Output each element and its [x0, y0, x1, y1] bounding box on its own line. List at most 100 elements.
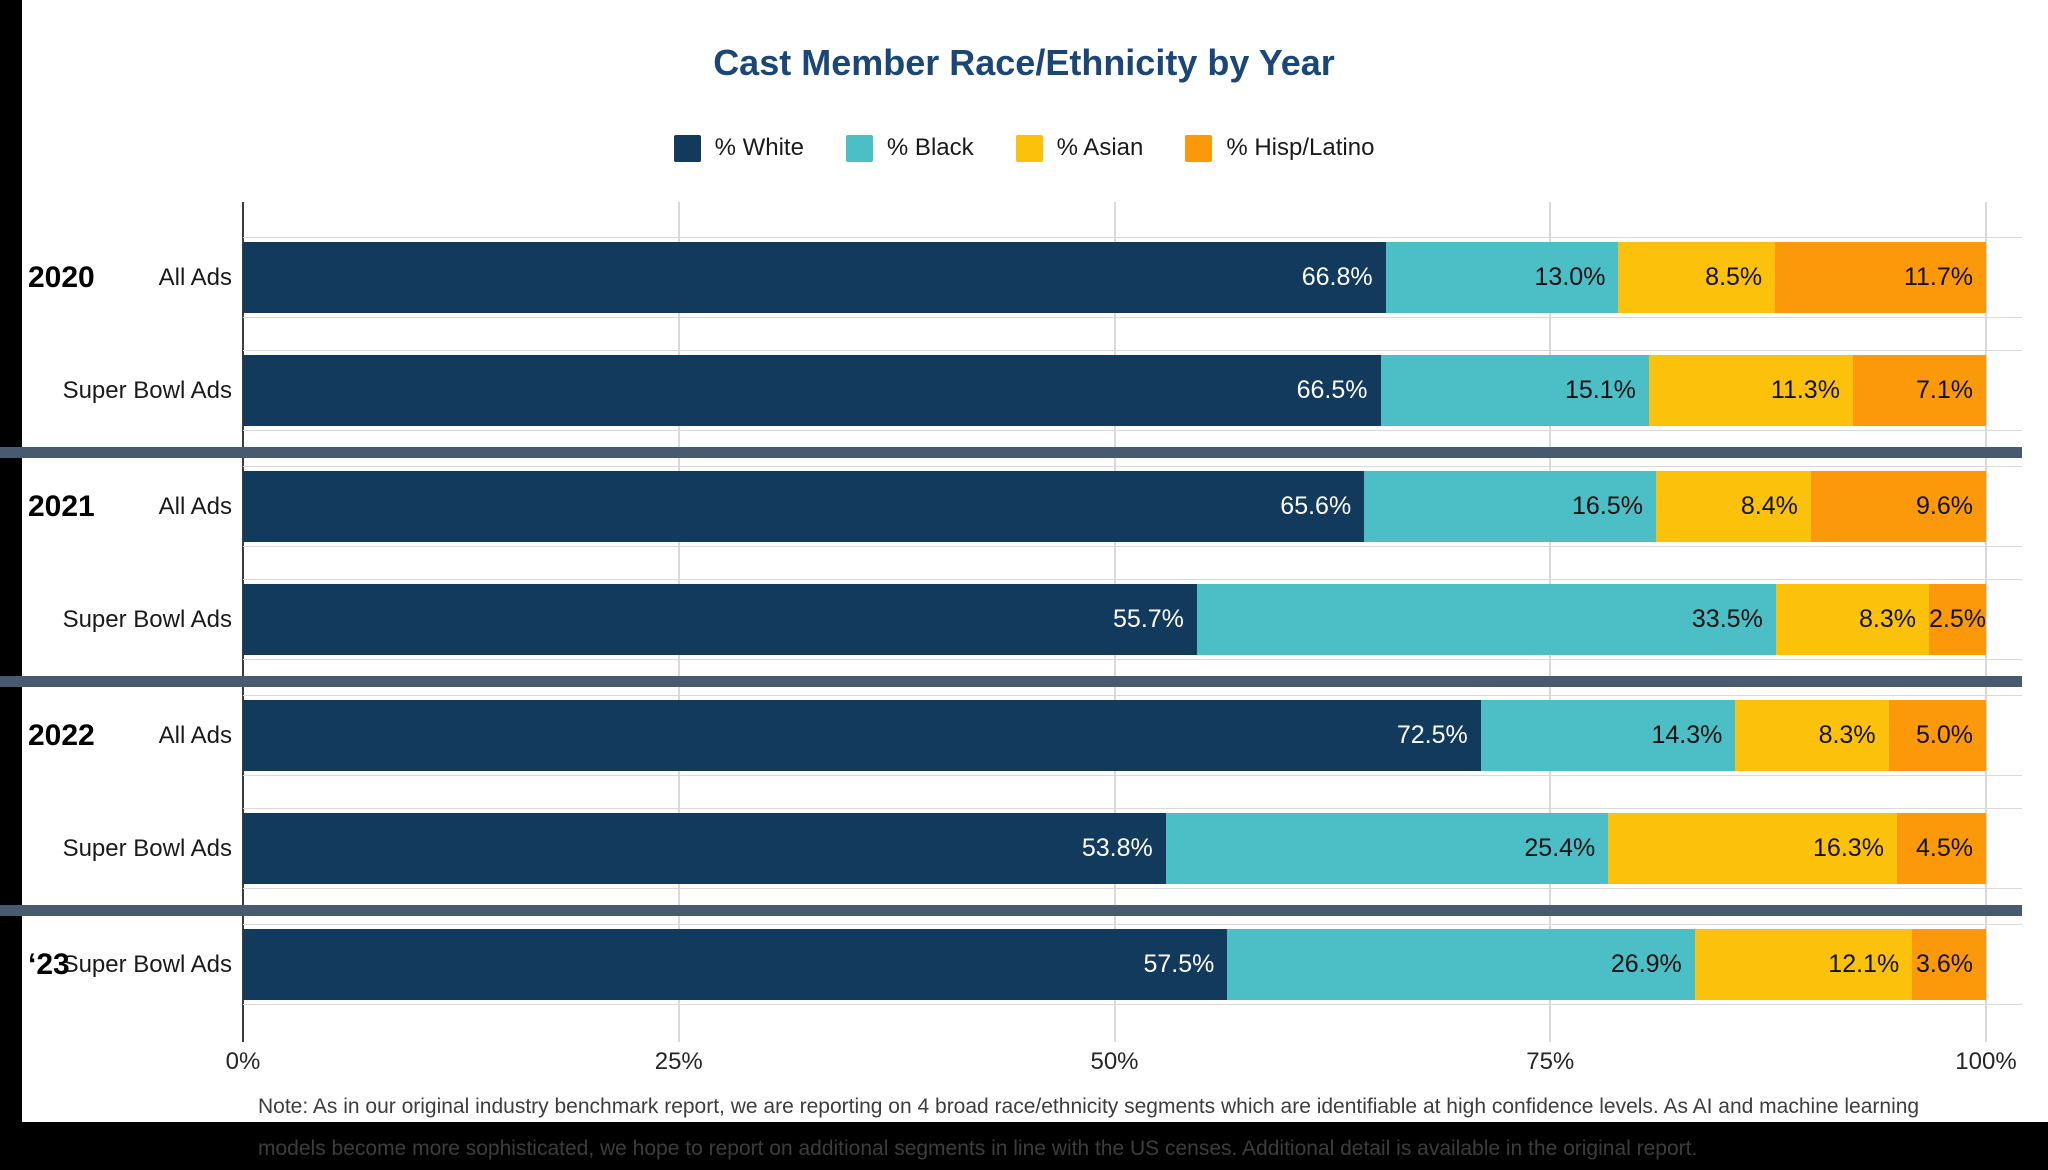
bar-value-label: 11.7% [1903, 263, 1973, 291]
row-label: Super Bowl Ads [0, 579, 243, 660]
bar-segment-hisp-latino: 11.7% [1775, 242, 1986, 313]
chart-row: Super Bowl Ads 55.7% 33.5% 8.3% 2.5% [0, 579, 2048, 660]
row-label: ‘23 Super Bowl Ads [0, 924, 243, 1005]
chart-row: 2020 All Ads 66.8% 13.0% 8.5% 11.7% [0, 237, 2048, 318]
chart-row: Super Bowl Ads 66.5% 15.1% 11.3% 7.1% [0, 350, 2048, 431]
bar-value-label: 72.5% [1396, 721, 1468, 749]
x-axis-tick-label: 0% [225, 1048, 261, 1075]
bar-segment-asian: 8.5% [1618, 242, 1776, 313]
bar-segment-white: 65.6% [243, 471, 1365, 542]
x-axis-tick-label: 75% [1526, 1048, 1575, 1075]
bar-segment-asian: 11.3% [1648, 355, 1853, 426]
bar-value-label: 16.3% [1813, 834, 1884, 862]
bar-value-label: 25.4% [1524, 834, 1596, 862]
row-plot-area: 66.5% 15.1% 11.3% 7.1% [243, 350, 2022, 431]
bar-segment-white: 72.5% [243, 700, 1481, 771]
bar-value-label: 14.3% [1651, 721, 1723, 749]
bar-value-label: 12.1% [1828, 950, 1900, 978]
bar-segment-hisp-latino: 9.6% [1810, 471, 1986, 542]
bar-segment-hisp-latino: 5.0% [1888, 700, 1987, 771]
row-plot-area: 72.5% 14.3% 8.3% 5.0% [243, 695, 2022, 776]
group-divider [0, 676, 2022, 687]
bar-value-label: 9.6% [1916, 492, 1973, 520]
bar-segment-black: 14.3% [1480, 700, 1736, 771]
bar-segment-white: 57.5% [243, 929, 1228, 1000]
left-black-strip [0, 0, 22, 1170]
category-label: Super Bowl Ads [62, 834, 232, 862]
bar-segment-white: 66.8% [243, 242, 1386, 313]
bar-value-label: 13.0% [1534, 263, 1606, 291]
bar-segment-asian: 12.1% [1694, 929, 1913, 1000]
row-label: Super Bowl Ads [0, 808, 243, 889]
legend-swatch-icon-black [845, 134, 873, 162]
bar-value-label: 26.9% [1610, 950, 1682, 978]
bar-segment-hisp-latino: 7.1% [1852, 355, 1986, 426]
legend: % White % Black % Asian % Hisp/Latino [0, 134, 2048, 162]
bar-segment-asian: 16.3% [1608, 813, 1897, 884]
x-axis-tick-label: 100% [1955, 1048, 2017, 1075]
bar-segment-hisp-latino: 4.5% [1896, 813, 1987, 884]
gridline-100 [1985, 202, 1987, 1042]
bar-value-label: 3.6% [1916, 950, 1973, 978]
bar-value-label: 66.8% [1301, 263, 1373, 291]
category-label: All Ads [158, 263, 232, 291]
chart-row: 2022 All Ads 72.5% 14.3% 8.3% 5.0% [0, 695, 2048, 776]
bar-segment-white: 53.8% [243, 813, 1166, 884]
row-plot-area: 65.6% 16.5% 8.4% 9.6% [243, 466, 2022, 547]
group-divider [0, 905, 2022, 916]
bar-value-label: 33.5% [1691, 605, 1763, 633]
stacked-bar: 53.8% 25.4% 16.3% 4.5% [243, 813, 1987, 884]
bar-value-label: 15.1% [1564, 376, 1636, 404]
bar-value-label: 11.3% [1770, 376, 1840, 404]
bar-value-label: 4.5% [1916, 834, 1974, 862]
bar-segment-asian: 8.4% [1655, 471, 1811, 542]
bar-segment-black: 13.0% [1385, 242, 1619, 313]
bar-segment-black: 25.4% [1165, 813, 1609, 884]
bar-value-label: 55.7% [1113, 605, 1184, 633]
row-label: 2020 All Ads [0, 237, 243, 318]
bar-value-label: 8.4% [1740, 492, 1798, 520]
bar-value-label: 53.8% [1081, 834, 1153, 862]
year-label: 2021 [28, 489, 95, 523]
bar-segment-black: 33.5% [1196, 584, 1776, 655]
row-plot-area: 57.5% 26.9% 12.1% 3.6% [243, 924, 2022, 1005]
stacked-bar: 55.7% 33.5% 8.3% 2.5% [243, 584, 1986, 655]
chart-rows: 2020 All Ads 66.8% 13.0% 8.5% 11.7% Super B… [0, 237, 2048, 1005]
bar-value-label: 8.5% [1705, 263, 1763, 291]
bar-segment-hisp-latino: 3.6% [1912, 929, 1986, 1000]
year-label: 2020 [28, 260, 95, 294]
bar-segment-hisp-latino: 2.5% [1929, 584, 1986, 655]
legend-item: % Hisp/Latino [1185, 134, 1374, 162]
legend-label: % Asian [1056, 134, 1144, 161]
category-label: All Ads [158, 492, 232, 520]
bar-segment-black: 26.9% [1227, 929, 1695, 1000]
chart-row: ‘23 Super Bowl Ads 57.5% 26.9% 12.1% 3.6% [0, 924, 2048, 1005]
row-plot-area: 66.8% 13.0% 8.5% 11.7% [243, 237, 2022, 318]
stacked-bar: 65.6% 16.5% 8.4% 9.6% [243, 471, 1986, 542]
bar-value-label: 2.5% [1929, 605, 1986, 633]
bar-value-label: 8.3% [1859, 605, 1916, 633]
row-label: 2022 All Ads [0, 695, 243, 776]
stacked-bar: 57.5% 26.9% 12.1% 3.6% [243, 929, 1986, 1000]
category-label: Super Bowl Ads [62, 376, 232, 404]
legend-swatch-icon-asian [1015, 134, 1043, 162]
legend-label: % Hisp/Latino [1226, 134, 1375, 161]
chart-title: Cast Member Race/Ethnicity by Year [713, 42, 1335, 83]
category-label: All Ads [158, 721, 232, 749]
stacked-bar: 72.5% 14.3% 8.3% 5.0% [243, 700, 1987, 771]
row-plot-area: 55.7% 33.5% 8.3% 2.5% [243, 579, 2022, 660]
bar-segment-asian: 8.3% [1775, 584, 1929, 655]
legend-label: % Black [886, 134, 974, 161]
bar-value-label: 16.5% [1572, 492, 1643, 520]
bar-segment-black: 15.1% [1380, 355, 1649, 426]
legend-swatch-icon-white [673, 134, 701, 162]
legend-item: % White [673, 134, 804, 162]
footnote: Note: As in our original industry benchm… [258, 1095, 1920, 1160]
legend-item: % Black [845, 134, 974, 162]
row-label: Super Bowl Ads [0, 350, 243, 431]
year-label: ‘23 [28, 947, 70, 981]
x-axis-tick-label: 25% [654, 1048, 703, 1075]
bar-value-label: 65.6% [1280, 492, 1352, 520]
legend-label: % White [714, 134, 804, 161]
